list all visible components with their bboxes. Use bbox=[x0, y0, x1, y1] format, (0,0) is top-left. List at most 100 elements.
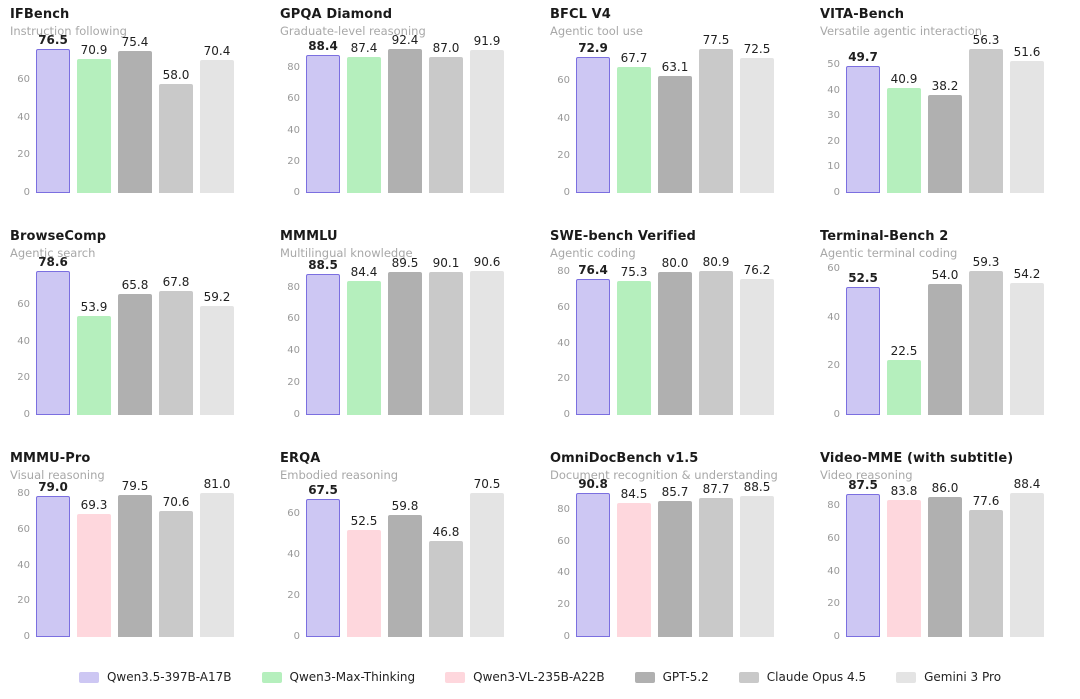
y-tick-label: 60 bbox=[17, 298, 30, 310]
y-tick-label: 60 bbox=[287, 313, 300, 325]
y-tick-label: 60 bbox=[827, 533, 840, 545]
bar-group-qwen3-max-thinking: 53.9 bbox=[77, 265, 111, 415]
bar-value-label: 92.4 bbox=[391, 32, 419, 47]
bar-claude-opus-4-5 bbox=[429, 271, 463, 415]
bar-claude-opus-4-5 bbox=[429, 541, 463, 637]
y-tick-label: 0 bbox=[293, 631, 300, 642]
y-tick-label: 40 bbox=[17, 335, 30, 347]
bar-gemini-3-pro bbox=[470, 270, 504, 415]
bar-value-label: 79.5 bbox=[121, 479, 149, 494]
bar-value-label: 80.9 bbox=[702, 254, 730, 269]
y-tick-label: 40 bbox=[557, 112, 570, 124]
bar-qwen3-max-thinking bbox=[617, 67, 651, 193]
bar-value-label: 67.5 bbox=[308, 482, 338, 497]
chart-subtitle: Agentic tool use bbox=[550, 24, 643, 38]
y-tick-label: 50 bbox=[827, 59, 840, 71]
bar-qwen3-vl-235b-a22b bbox=[887, 500, 921, 637]
legend-swatch bbox=[445, 671, 466, 683]
bar-value-label: 65.8 bbox=[121, 278, 149, 293]
bar-value-label: 77.6 bbox=[972, 494, 1000, 509]
chart-title: MMMLU bbox=[280, 229, 338, 244]
chart-bfcl-v4: BFCL V4 Agentic tool use 0 20 40 60 72.9 67.7 63… bbox=[540, 0, 810, 222]
plot-area: 72.9 67.7 63.1 77.5 72.5 bbox=[576, 33, 774, 193]
legend-swatch bbox=[261, 671, 282, 683]
chart-gpqa-diamond: GPQA Diamond Graduate-level reasoning 0 20 4… bbox=[270, 0, 540, 222]
chart-title: GPQA Diamond bbox=[280, 7, 393, 22]
y-tick-label: 60 bbox=[287, 508, 300, 520]
bar-group-gemini-3-pro: 51.6 bbox=[1010, 43, 1044, 193]
bar-group-claude-opus-4-5: 56.3 bbox=[969, 33, 1003, 193]
chart-title: IFBench bbox=[10, 7, 70, 22]
y-tick-label: 20 bbox=[557, 373, 570, 385]
bar-value-label: 87.7 bbox=[702, 481, 730, 496]
chart-subtitle: Agentic terminal coding bbox=[820, 246, 958, 260]
chart-ifbench: IFBench Instruction following 0 20 40 60 76.5 7… bbox=[0, 0, 270, 222]
chart-subtitle: Embodied reasoning bbox=[280, 468, 399, 482]
y-axis: 0 20 40 60 80 bbox=[0, 487, 30, 642]
y-tick-label: 0 bbox=[563, 631, 570, 642]
y-tick-label: 40 bbox=[287, 549, 300, 561]
chart-title: BrowseComp bbox=[10, 229, 107, 244]
bar-group-gpt-5-2: 75.4 bbox=[118, 35, 152, 193]
chart-title: BFCL V4 bbox=[550, 7, 611, 22]
plot-area: 76.5 70.9 75.4 58.0 70.4 bbox=[36, 33, 234, 193]
plot-area: 49.7 40.9 38.2 56.3 51.6 bbox=[846, 33, 1044, 193]
bar-value-label: 83.8 bbox=[890, 484, 918, 499]
legend-swatch bbox=[634, 671, 655, 683]
bar-group-qwen3-max-thinking: 22.5 bbox=[887, 265, 921, 415]
bar-value-label: 51.6 bbox=[1013, 44, 1041, 59]
y-tick-label: 40 bbox=[557, 567, 570, 579]
bar-group-gpt-5-2: 79.5 bbox=[118, 479, 152, 637]
bar-group-qwen3-vl-235b-a22b: 52.5 bbox=[347, 487, 381, 637]
y-tick-label: 0 bbox=[833, 409, 840, 420]
bar-qwen3-5-397b-a17b bbox=[36, 48, 70, 193]
y-tick-label: 80 bbox=[287, 281, 300, 293]
y-tick-label: 0 bbox=[23, 187, 30, 198]
legend-item-gpt-5-2: GPT-5.2 bbox=[634, 670, 709, 684]
bar-value-label: 38.2 bbox=[931, 79, 959, 94]
legend-label: Claude Opus 4.5 bbox=[766, 670, 867, 684]
y-tick-label: 80 bbox=[827, 500, 840, 512]
bar-group-gemini-3-pro: 70.4 bbox=[200, 43, 234, 193]
y-tick-label: 20 bbox=[17, 372, 30, 384]
bar-group-gemini-3-pro: 76.2 bbox=[740, 263, 774, 415]
bar-gpt-5-2 bbox=[388, 48, 422, 193]
bar-qwen3-max-thinking bbox=[617, 280, 651, 415]
y-tick-label: 40 bbox=[17, 559, 30, 571]
bar-qwen3-max-thinking bbox=[347, 56, 381, 193]
chart-subtitle: Instruction following bbox=[10, 24, 127, 38]
bar-qwen3-5-397b-a17b bbox=[576, 492, 610, 637]
bar-value-label: 70.6 bbox=[162, 495, 190, 510]
bar-group-qwen3-5-397b-a17b: 88.5 bbox=[306, 258, 340, 415]
y-tick-label: 40 bbox=[557, 337, 570, 349]
legend: Qwen3.5-397B-A17B Qwen3-Max-Thinking Qwen3… bbox=[0, 670, 1080, 684]
bar-value-label: 59.2 bbox=[203, 290, 231, 305]
bar-group-gpt-5-2: 54.0 bbox=[928, 265, 962, 415]
bar-value-label: 87.5 bbox=[848, 478, 878, 493]
bar-qwen3-5-397b-a17b bbox=[306, 498, 340, 637]
bar-claude-opus-4-5 bbox=[699, 270, 733, 415]
y-axis: 0 10 20 30 40 50 bbox=[810, 43, 840, 198]
chart-browsecomp: BrowseComp Agentic search 0 20 40 60 78.6 53.9 6… bbox=[0, 222, 270, 444]
bar-gemini-3-pro bbox=[1010, 60, 1044, 193]
y-tick-label: 20 bbox=[557, 149, 570, 161]
bar-value-label: 75.3 bbox=[620, 264, 648, 279]
bar-claude-opus-4-5 bbox=[159, 290, 193, 415]
bar-value-label: 88.5 bbox=[743, 480, 771, 495]
y-axis: 0 20 40 60 bbox=[270, 487, 300, 642]
bar-gpt-5-2 bbox=[928, 95, 962, 193]
chart-mmmu-pro: MMMU-Pro Visual reasoning 0 20 40 60 80 79.0 69.… bbox=[0, 444, 270, 666]
bar-group-qwen3-max-thinking: 84.4 bbox=[347, 265, 381, 415]
bar-value-label: 63.1 bbox=[661, 59, 689, 74]
y-tick-label: 80 bbox=[287, 62, 300, 74]
bar-group-gpt-5-2: 92.4 bbox=[388, 33, 422, 193]
bar-value-label: 84.5 bbox=[620, 486, 648, 501]
bar-qwen3-max-thinking bbox=[77, 59, 111, 193]
bar-qwen3-vl-235b-a22b bbox=[77, 513, 111, 637]
chart-title: MMMU-Pro bbox=[10, 451, 91, 466]
bar-value-label: 79.0 bbox=[38, 480, 68, 495]
bar-gemini-3-pro bbox=[740, 279, 774, 415]
y-tick-label: 0 bbox=[563, 409, 570, 420]
bar-qwen3-5-397b-a17b bbox=[36, 270, 70, 415]
bar-value-label: 70.9 bbox=[80, 43, 108, 58]
